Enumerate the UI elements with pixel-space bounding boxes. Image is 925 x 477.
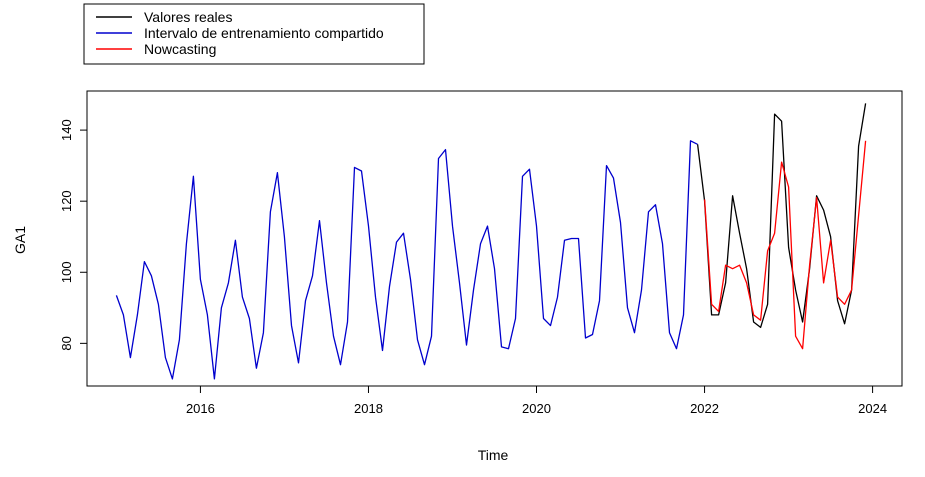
legend-label-intervalo: Intervalo de entrenamiento compartido <box>144 25 384 41</box>
series-line-nowcasting <box>703 140 867 350</box>
legend-label-nowcasting: Nowcasting <box>144 41 216 57</box>
x-axis: 2016 2018 2020 2022 2024 <box>186 385 887 416</box>
x-tick-label: 2022 <box>690 401 719 416</box>
x-tick-label: 2020 <box>522 401 551 416</box>
y-axis: 80 100 120 140 <box>59 119 88 351</box>
y-tick-label: 100 <box>59 261 74 283</box>
x-tick-label: 2018 <box>354 401 383 416</box>
y-axis-title: GA1 <box>12 226 28 254</box>
x-tick-label: 2024 <box>858 401 887 416</box>
y-tick-label: 80 <box>59 336 74 350</box>
plot-area-frame <box>86 90 903 387</box>
legend-box <box>83 3 425 65</box>
legend-label-valores-reales: Valores reales <box>144 9 232 25</box>
series-line-intervalo-de-entrenamiento-compartido <box>115 140 698 380</box>
series-line-valores-reales <box>696 103 867 329</box>
x-axis-title: Time <box>478 447 509 463</box>
y-tick-label: 140 <box>59 119 74 141</box>
y-tick-label: 120 <box>59 190 74 212</box>
legend: Valores reales Intervalo de entrenamient… <box>83 3 425 65</box>
series-layer <box>115 103 867 380</box>
x-tick-label: 2016 <box>186 401 215 416</box>
